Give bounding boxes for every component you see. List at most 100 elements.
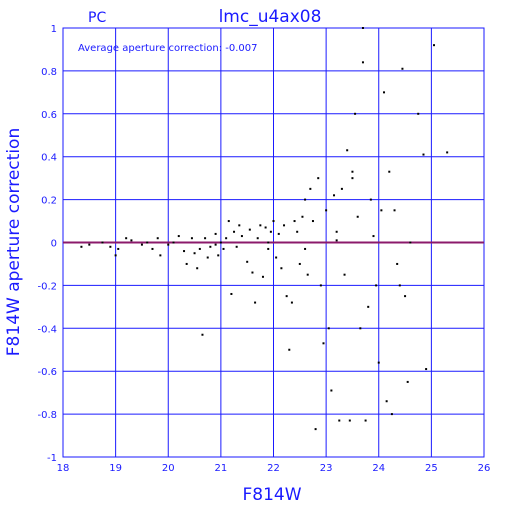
point [351, 177, 354, 180]
point [361, 27, 364, 29]
point [230, 292, 233, 295]
point [401, 67, 404, 70]
point [227, 220, 230, 223]
point [151, 247, 154, 250]
point [196, 267, 199, 270]
point [217, 254, 220, 257]
point [388, 170, 391, 173]
point [359, 327, 362, 330]
point [398, 284, 401, 287]
point [364, 419, 367, 422]
point [269, 230, 272, 233]
point [409, 241, 412, 244]
point [146, 241, 149, 244]
point [198, 247, 201, 250]
point [351, 170, 354, 173]
y-tick-label: 0.2 [41, 196, 57, 207]
point [290, 301, 293, 304]
point [335, 239, 338, 242]
point [125, 237, 128, 240]
point [322, 342, 325, 345]
point [172, 241, 175, 244]
y-tick-label: 0.8 [41, 67, 57, 78]
point [261, 275, 264, 278]
point [254, 301, 257, 304]
point [201, 333, 204, 336]
point [222, 247, 225, 250]
point [275, 256, 278, 259]
point [219, 241, 222, 244]
point [114, 254, 117, 257]
point [304, 247, 307, 250]
x-tick-label: 21 [215, 463, 228, 474]
point [383, 91, 386, 94]
point [422, 153, 425, 156]
point [214, 232, 217, 235]
point [256, 237, 259, 240]
point [246, 260, 249, 263]
point [372, 235, 375, 238]
point [209, 245, 212, 248]
x-tick-label: 20 [162, 463, 175, 474]
point [354, 112, 357, 115]
point [248, 228, 251, 231]
point [404, 295, 407, 298]
point [264, 226, 267, 229]
point [251, 271, 254, 274]
point [367, 305, 370, 308]
point [190, 237, 193, 240]
point [277, 232, 280, 235]
point [390, 413, 393, 416]
point [301, 215, 304, 218]
point [240, 235, 243, 238]
point [380, 209, 383, 212]
point [267, 241, 270, 244]
y-tick-label: -1 [47, 453, 57, 464]
point [340, 187, 343, 190]
point [335, 230, 338, 233]
point [285, 295, 288, 298]
point [333, 194, 336, 197]
x-tick-label: 26 [478, 463, 491, 474]
point [343, 273, 346, 276]
point [319, 284, 322, 287]
point [283, 224, 286, 227]
y-tick-label: 0.4 [41, 153, 57, 164]
y-tick-label: -0.4 [37, 324, 57, 335]
point [338, 419, 341, 422]
point [314, 428, 317, 431]
y-tick-label: -0.2 [37, 281, 57, 292]
y-tick-label: -0.8 [37, 410, 57, 421]
point [306, 273, 309, 276]
point [298, 262, 301, 265]
y-tick-label: -0.6 [37, 367, 57, 378]
point [346, 149, 349, 152]
point [296, 230, 299, 233]
x-tick-label: 22 [267, 463, 280, 474]
point [130, 239, 133, 242]
point [396, 262, 399, 265]
point [272, 220, 275, 223]
point [156, 237, 159, 240]
x-tick-label: 19 [109, 463, 122, 474]
point [369, 198, 372, 201]
x-tick-label: 24 [372, 463, 385, 474]
y-tick-label: 1 [51, 24, 57, 35]
x-tick-label: 25 [425, 463, 438, 474]
point [311, 220, 314, 223]
point [88, 243, 91, 246]
point [375, 284, 378, 287]
point [101, 241, 104, 244]
point [406, 380, 409, 383]
point [80, 245, 83, 248]
chart-title: lmc_u4ax08 [219, 7, 322, 27]
point [385, 400, 388, 403]
point [425, 368, 428, 371]
point [183, 250, 186, 253]
point [267, 247, 270, 250]
point [206, 256, 209, 259]
point [288, 348, 291, 351]
point [317, 177, 320, 180]
point [259, 224, 262, 227]
